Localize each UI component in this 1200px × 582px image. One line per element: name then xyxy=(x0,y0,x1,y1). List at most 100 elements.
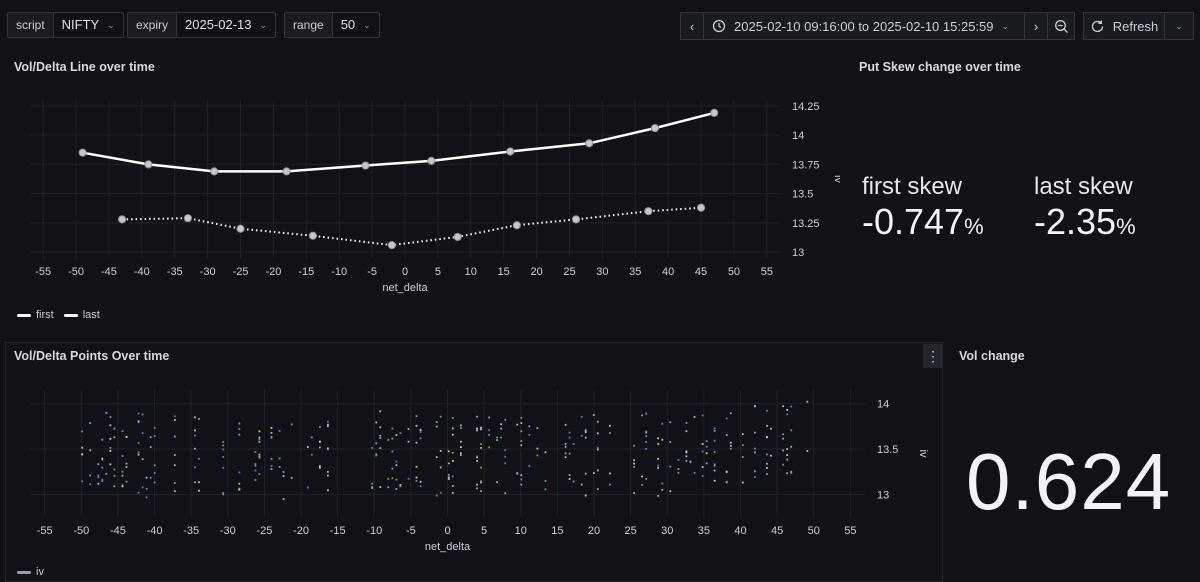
scatter-x-tick-label: 5 xyxy=(481,525,487,537)
scatter-point xyxy=(153,481,156,484)
scatter-point xyxy=(782,405,784,408)
script-label: script xyxy=(8,13,54,37)
zoom-out-button[interactable] xyxy=(1047,12,1075,40)
scatter-point xyxy=(407,428,410,430)
scatter-x-tick-label: 40 xyxy=(734,525,746,537)
script-variable[interactable]: script NIFTY ⌄ xyxy=(7,12,124,38)
expiry-variable[interactable]: expiry 2025-02-13 ⌄ xyxy=(127,12,277,38)
scatter-point xyxy=(766,462,768,465)
line-x-tick-label: -15 xyxy=(298,266,314,278)
scatter-point xyxy=(435,494,438,497)
scatter-point xyxy=(766,424,768,427)
legend-item-iv[interactable]: iv xyxy=(17,566,44,578)
scatter-point xyxy=(568,431,571,434)
scatter-point xyxy=(238,428,241,430)
scatter-x-tick-label: 45 xyxy=(771,525,783,537)
line-y-tick-label: 13.25 xyxy=(792,218,820,230)
scatter-point xyxy=(391,427,394,430)
line-y-tick-label: 14 xyxy=(792,130,804,142)
scatter-point xyxy=(222,456,225,458)
scatter-point xyxy=(198,418,200,420)
expiry-select[interactable]: 2025-02-13 ⌄ xyxy=(177,13,275,37)
line-x-tick-label: -10 xyxy=(331,266,347,278)
range-select[interactable]: 50 ⌄ xyxy=(333,13,379,37)
scatter-point xyxy=(439,450,442,452)
scatter-point xyxy=(609,483,611,486)
scatter-point xyxy=(661,488,664,491)
first-skew-number: -0.747 xyxy=(862,201,965,242)
scatter-point xyxy=(520,478,523,481)
scatter-point xyxy=(806,450,809,452)
scatter-point xyxy=(447,476,450,479)
scatter-point xyxy=(786,409,789,411)
scatter-point xyxy=(447,462,450,465)
line-x-tick-label: -55 xyxy=(35,266,51,278)
scatter-point xyxy=(109,463,112,466)
scatter-point xyxy=(596,420,599,423)
scatter-point xyxy=(258,456,261,459)
scatter-point xyxy=(270,458,273,460)
scatter-point xyxy=(645,430,648,433)
scatter-point xyxy=(327,425,329,428)
scatter-point xyxy=(145,487,148,490)
scatter-point xyxy=(476,456,478,459)
scatter-point xyxy=(137,453,140,456)
line-x-tick-label: -25 xyxy=(233,266,249,278)
scatter-point xyxy=(790,445,793,448)
scatter-point xyxy=(238,433,241,436)
scatter-point xyxy=(480,447,482,449)
time-back-button[interactable]: ‹ xyxy=(680,12,704,40)
scatter-point xyxy=(729,412,732,415)
scatter-point xyxy=(109,416,112,419)
scatter-point xyxy=(806,400,809,403)
scatter-point xyxy=(101,458,104,461)
scatter-point xyxy=(480,480,482,483)
scatter-point xyxy=(782,449,784,452)
scatter-point xyxy=(520,483,523,486)
scatter-point xyxy=(504,449,507,452)
scatter-point xyxy=(419,480,422,483)
scatter-point xyxy=(725,417,728,420)
scatter-point xyxy=(113,474,116,477)
range-variable[interactable]: range 50 ⌄ xyxy=(284,12,380,38)
scatter-point xyxy=(713,427,716,430)
time-forward-button[interactable]: › xyxy=(1024,12,1048,40)
scatter-point xyxy=(504,492,507,495)
scatter-point xyxy=(238,482,241,485)
scatter-point xyxy=(790,470,793,473)
scatter-point xyxy=(657,457,660,460)
scatter-point xyxy=(149,436,152,439)
scatter-point xyxy=(528,465,531,467)
scatter-point xyxy=(786,472,789,475)
scatter-point xyxy=(222,448,225,451)
scatter-point xyxy=(270,427,273,429)
expiry-value: 2025-02-13 xyxy=(185,17,252,32)
panel-menu-button[interactable]: ⋮ xyxy=(923,344,943,368)
scatter-point xyxy=(254,463,257,465)
scatter-point xyxy=(415,476,418,479)
scatter-point xyxy=(689,461,692,464)
legend-swatch-last xyxy=(63,313,78,317)
legend-item-last[interactable]: last xyxy=(63,309,100,321)
scatter-point xyxy=(713,439,716,442)
refresh-interval-button[interactable]: ⌄ xyxy=(1164,12,1194,40)
legend-item-first[interactable]: first xyxy=(17,309,54,321)
scatter-point xyxy=(153,472,156,474)
point-first xyxy=(585,139,594,148)
scatter-point xyxy=(254,464,257,467)
scatter-point xyxy=(516,472,519,475)
scatter-point xyxy=(476,427,478,430)
scatter-point xyxy=(754,451,756,453)
scatter-point xyxy=(258,456,261,458)
refresh-button[interactable]: Refresh xyxy=(1083,12,1165,40)
script-select[interactable]: NIFTY ⌄ xyxy=(54,13,123,37)
point-first xyxy=(506,147,515,156)
scatter-point xyxy=(786,454,789,456)
scatter-point xyxy=(439,415,442,418)
scatter-point xyxy=(592,472,595,474)
time-range-picker[interactable]: 2025-02-10 09:16:00 to 2025-02-10 15:25:… xyxy=(703,12,1025,40)
scatter-point xyxy=(741,456,744,458)
script-value: NIFTY xyxy=(61,17,100,32)
scatter-point xyxy=(568,478,571,480)
scatter-point xyxy=(258,436,261,439)
